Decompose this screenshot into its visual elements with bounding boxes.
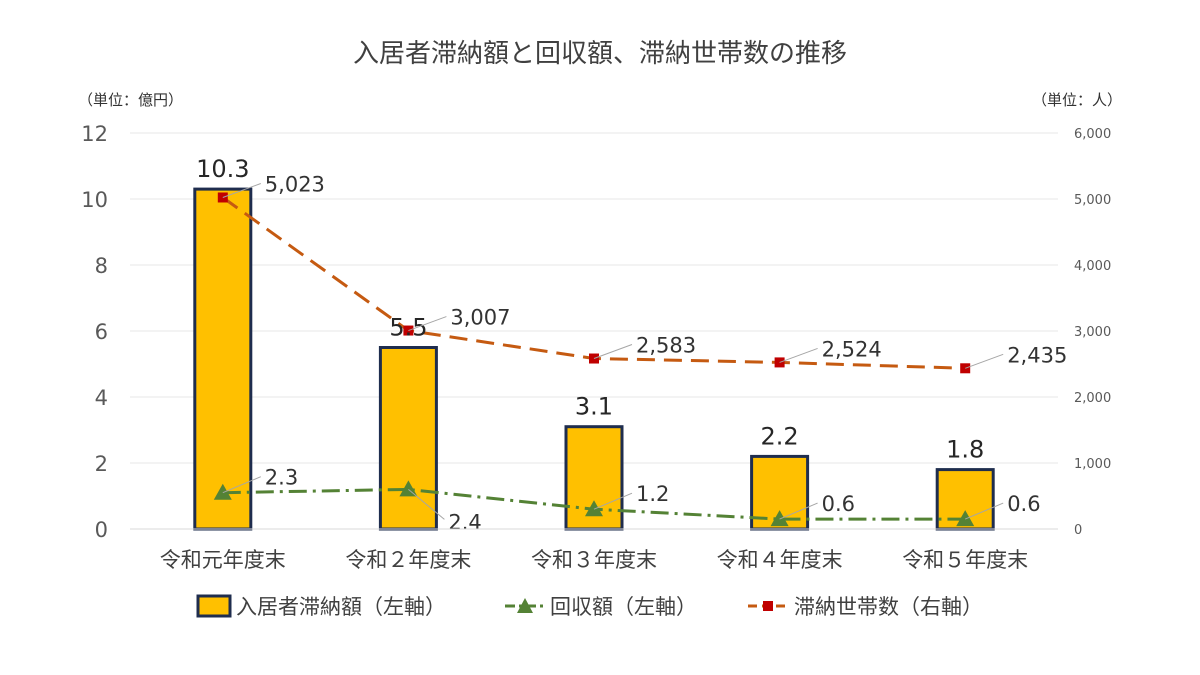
point-value-label: 2,524	[822, 337, 882, 361]
leader-line	[222, 476, 261, 494]
recovery-marker	[956, 510, 975, 527]
y-tick-label: 8	[95, 254, 108, 278]
leader-line	[779, 502, 818, 520]
y2-tick-label: 6,000	[1074, 127, 1111, 142]
legend-swatch-households-marker	[763, 601, 773, 611]
data-labels: 10.3 5.5 3.1 2.2 1.8 5,023 3,007 2,583 2,524 2,43…	[196, 155, 1067, 534]
grid	[130, 132, 1058, 530]
recovery-marker	[213, 483, 232, 500]
recovery-marker	[770, 510, 789, 527]
leader-line	[593, 344, 633, 359]
point-value-label: 3,007	[450, 306, 510, 330]
x-tick-label: 令和元年度末	[160, 548, 286, 572]
point-value-label: 0.6	[822, 492, 855, 516]
y2-tick-label: 0	[1074, 523, 1082, 538]
leader-line	[965, 502, 1004, 520]
point-value-label: 5,023	[265, 172, 325, 196]
leader-line	[779, 347, 818, 363]
y2-tick-label: 4,000	[1074, 259, 1111, 274]
y-tick-label: 10	[81, 188, 108, 212]
y2-tick-label: 1,000	[1074, 457, 1111, 472]
x-tick-label: 令和３年度末	[531, 548, 657, 572]
y2-tick-label: 3,000	[1074, 325, 1111, 340]
x-tick-label: 令和４年度末	[717, 548, 843, 572]
leader-line	[408, 489, 445, 520]
bar-value-label: 3.1	[575, 393, 613, 421]
y-tick-label: 0	[95, 518, 108, 542]
y-tick-label: 6	[95, 320, 108, 344]
point-value-label: 2,583	[636, 334, 696, 358]
y-tick-label: 12	[81, 122, 108, 146]
bar-value-label: 2.2	[761, 422, 799, 450]
x-tick-label: 令和５年度末	[902, 548, 1028, 572]
point-value-label: 2,435	[1007, 343, 1067, 367]
x-tick-label: 令和２年度末	[345, 548, 471, 572]
leader-line	[222, 183, 261, 198]
recovery-marker	[585, 500, 603, 517]
y-tick-label: 2	[95, 452, 108, 476]
legend-label-bar: 入居者滞納額（左軸）	[236, 595, 446, 619]
bar-value-label: 10.3	[196, 155, 249, 183]
leader-line	[965, 353, 1004, 369]
bar-value-label: 1.8	[946, 436, 984, 464]
bar	[193, 187, 253, 531]
y-tick-label: 4	[95, 386, 108, 410]
left-axis-unit: （単位：億円）	[78, 91, 183, 109]
y2-tick-label: 5,000	[1074, 193, 1111, 208]
legend-label-recovery: 回収額（左軸）	[550, 595, 697, 619]
recovery-marker	[399, 480, 418, 497]
legend: 入居者滞納額（左軸） 回収額（左軸） 滞納世帯数（右軸）	[196, 594, 983, 619]
point-value-label: 2.3	[265, 466, 298, 490]
point-value-label: 2.4	[448, 510, 481, 534]
leader-line	[593, 492, 633, 510]
point-value-label: 1.2	[636, 482, 669, 506]
legend-label-households: 滞納世帯数（右軸）	[794, 595, 983, 619]
point-value-label: 0.6	[1007, 492, 1040, 516]
leader-line	[408, 316, 447, 332]
bar	[378, 346, 438, 531]
chart-title: 入居者滞納額と回収額、滞納世帯数の推移	[353, 39, 847, 69]
right-axis-unit: （単位：人）	[1032, 91, 1122, 109]
axes: 0 2 4 6 8 10 12 0 1,000 2,000 3,000 4,000 5,000 6,000…	[81, 122, 1111, 572]
bar-value-label: 5.5	[389, 314, 427, 342]
y2-tick-label: 2,000	[1074, 391, 1111, 406]
legend-swatch-recovery-marker	[517, 598, 533, 613]
legend-swatch-bar	[196, 594, 232, 618]
